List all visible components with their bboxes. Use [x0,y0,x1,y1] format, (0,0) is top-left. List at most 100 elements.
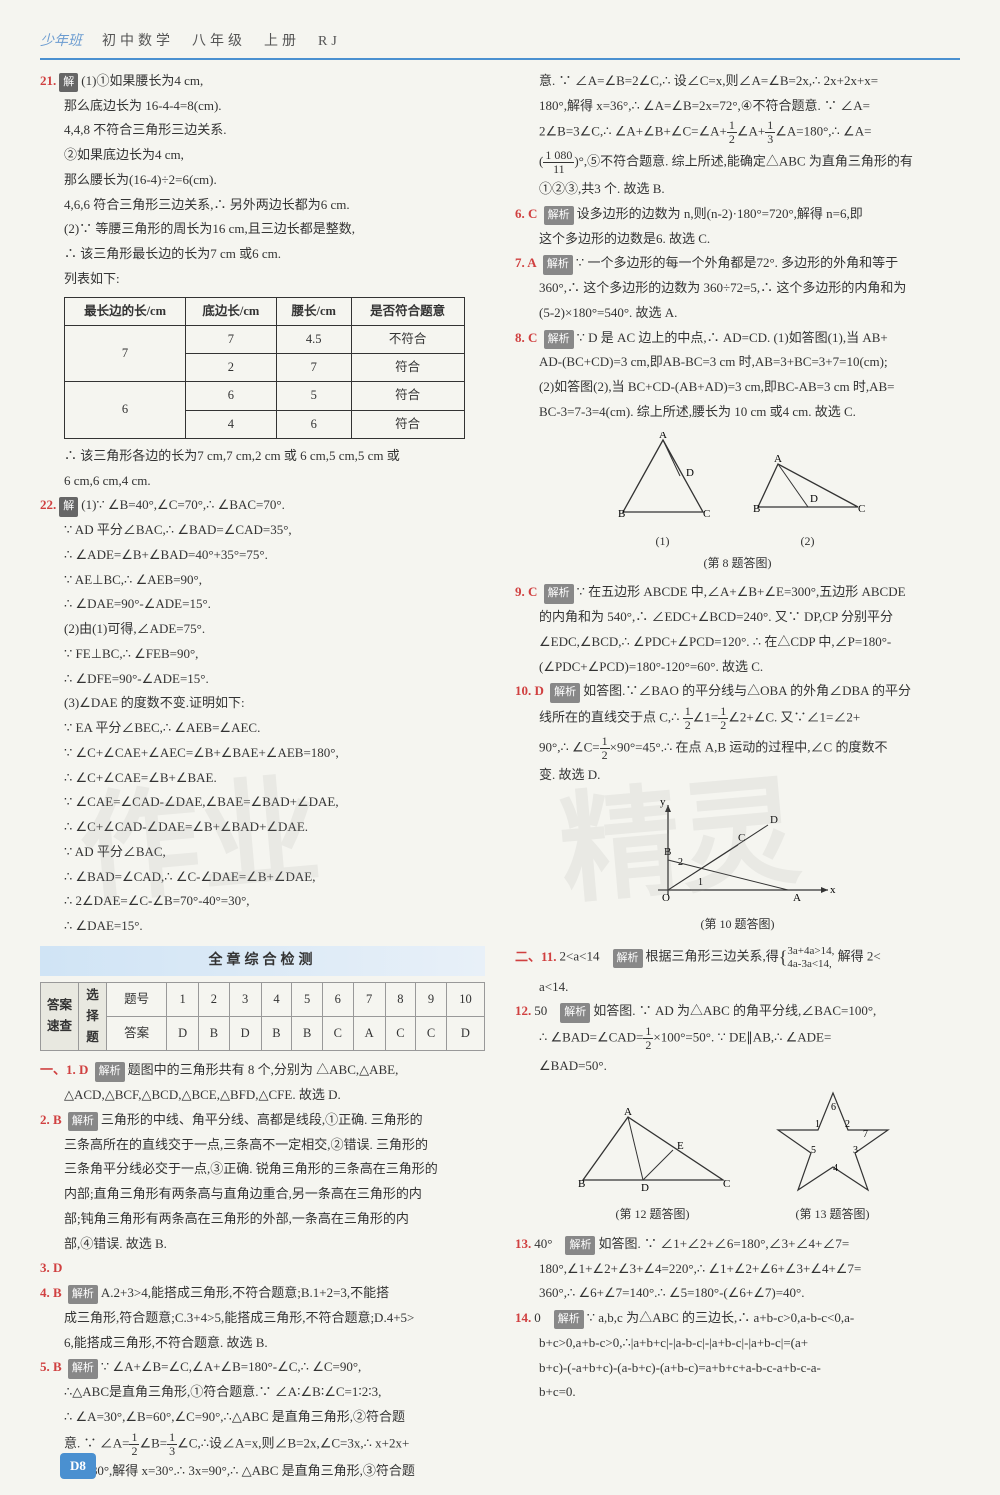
q21-line: 列表如下: [40,268,485,291]
text: ∴ ∠BAD=∠CAD= [539,1030,643,1045]
a7: (5-2)×180°=540°. 故选 A. [515,302,960,325]
a5-cont: (1 08011)°,⑤不符合题意. 综上所述,能确定△ABC 为直角三角形的有 [515,149,960,176]
a8: (2)如答图(2),当 BC+CD-(AB+AD)=3 cm,即BC-AB=3 … [515,376,960,399]
q21-line: 那么底边长为 16-4-4=8(cm). [40,95,485,118]
a9: 9. C 解析∵ 在五边形 ABCDE 中,∠A+∠B+∠E=300°,五边形 … [515,581,960,604]
svg-text:2: 2 [845,1119,850,1130]
a5: 意. ∵ ∠A=12∠B=13∠C,∴设∠A=x,则∠B=2x,∠C=3x,∴ … [40,1431,485,1458]
text: (1)∵ ∠B=40°,∠C=70°,∴ ∠BAC=70°. [81,497,285,512]
a4: 4. B 解析A.2+3>4,能搭成三角形,不符合题意;B.1+2=3,不能搭 [40,1282,485,1305]
a9: (∠PDC+∠PCD)=180°-120°=60°. 故选 C. [515,656,960,679]
svg-text:O: O [662,892,670,904]
a13: 360°,∴ ∠6+∠7=140°.∴ ∠5=180°-(∠6+∠7)=40°. [515,1282,960,1305]
q21-line: 21.解(1)①如果腰长为4 cm, [40,70,485,93]
header-title: 初中数学 八年级 上册 RJ [102,30,341,54]
qnum: 二、11. [515,949,557,964]
fraction: 12 [727,119,737,146]
tag-analysis: 解析 [543,255,573,274]
q22-line: ∵ FE⊥BC,∴ ∠FEB=90°, [40,643,485,666]
q22-line: ∴ ∠DAE=90°-∠ADE=15°. [40,593,485,616]
a3: 3. D [40,1257,485,1280]
tag-analysis: 解析 [550,683,580,702]
figure-q8: A B C D (1) A B C D [515,432,960,574]
svg-text:A: A [624,1106,632,1118]
qnum: 14. [515,1310,531,1325]
a10: 10. D 解析如答图.∵∠BAO 的平分线与△OBA 的外角∠DBA 的平分 [515,680,960,703]
th: 1 [167,982,199,1016]
section-banner: 全章综合检测 [40,946,485,976]
td: C [385,1016,416,1050]
a2: 2. B 解析三角形的中线、角平分线、高都是线段,①正确. 三角形的 [40,1109,485,1132]
caption: (2) [748,531,868,551]
q22-line: ∵ AD 平分∠BAC,∴ ∠BAD=∠CAD=35°, [40,519,485,542]
td: 符合 [351,382,464,410]
td: 4.5 [276,325,351,353]
svg-text:A: A [774,453,782,465]
a4: 6,能搭成三角形,不符合题意. 故选 B. [40,1332,485,1355]
text: ∵ 一个多边形的每一个外角都是72°. 多边形的外角和等于 [576,255,898,270]
tag-answer: 解 [59,73,78,92]
text: ∵ a,b,c 为△ABC 的三边长,∴ a+b-c>0,a-b-c<0,a- [587,1310,854,1325]
text: 根据三角形三边关系,得 [646,949,779,964]
a6: 这个多边形的边数是6. 故选 C. [515,228,960,251]
content: 21.解(1)①如果腰长为4 cm, 那么底边长为 16-4-4=8(cm). … [40,70,960,1485]
a5-cont: 180°,解得 x=36°,∴ ∠A=∠B=2x=72°,④不符合题意. ∵ ∠… [515,95,960,118]
answer: 0 [534,1310,541,1325]
a2: 三条高所在的直线交于一点,三条高不一定相交,②错误. 三角形的 [40,1134,485,1157]
a8: AD-(BC+CD)=3 cm,即AB-BC=3 cm 时,AB=3+BC=3+… [515,351,960,374]
q22-line: ∴ ∠C+∠CAE=∠B+∠BAE. [40,767,485,790]
q21-line: ②如果底边长为4 cm, [40,144,485,167]
td: B [292,1016,323,1050]
a8: BC-3=7-3=4(cm). 综上所述,腰长为 10 cm 或4 cm. 故选… [515,401,960,424]
td: 5 [276,382,351,410]
fraction: 12 [643,1025,653,1052]
q22-line: ∵ AE⊥BC,∴ ∠AEB=90°, [40,569,485,592]
qnum: 8. C [515,330,537,345]
tag-analysis: 解析 [95,1062,125,1081]
text: ∵ ∠A+∠B=∠C,∠A+∠B=180°-∠C,∴ ∠C=90°, [101,1359,361,1374]
svg-text:1: 1 [698,877,703,888]
svg-text:6: 6 [831,1102,836,1113]
svg-text:B: B [578,1178,585,1190]
th: 腰长/cm [276,297,351,325]
tag-analysis: 解析 [544,584,574,603]
text: ∠A=180°,∴ ∠A= [775,124,871,139]
a9: 的内角和为 540°,∴ ∠EDC+∠BCD=240°. 又∵ DP,CP 分别… [515,606,960,629]
system: 3a+4a>14,4a-3a<14, [787,945,834,971]
figure-caption: (第 10 题答图) [515,914,960,934]
answer: 50 [534,1003,547,1018]
a10: 线所在的直线交于点 C,∴ 12∠1=12∠2+∠C. 又∵∠1=∠2+ [515,705,960,732]
q22-line: ∴ 2∠DAE=∠C-∠B=70°-40°=30°, [40,890,485,913]
figure-q12-13: A B C D E (第 12 题答图) 1 2 3 4 [515,1085,960,1224]
td: 答案 [107,1016,167,1050]
svg-text:D: D [641,1182,649,1194]
a1: △ACD,△BCF,△BCD,△BCE,△BFD,△CFE. 故选 D. [40,1084,485,1107]
td: 7 [65,325,186,382]
q21-table: 最长边的长/cm 底边长/cm 腰长/cm 是否符合题意 7 7 4.5 不符合… [64,297,465,439]
a11: 二、11.2<a<14 解析根据三角形三边关系,得{3a+4a>14,4a-3a… [515,942,960,974]
th: 题号 [107,982,167,1016]
a12: ∠BAD=50°. [515,1055,960,1078]
th: 8 [385,982,416,1016]
qnum: 10. D [515,683,544,698]
th: 4 [261,982,292,1016]
q21-line: 6 cm,6 cm,4 cm. [40,470,485,493]
td: D [446,1016,484,1050]
q22-line: ∴ ∠DAE=15°. [40,915,485,938]
fraction: 1 08011 [543,149,574,176]
qnum: 9. C [515,584,537,599]
a13: 180°,∠1+∠2+∠3+∠4=220°,∴ ∠1+∠2+∠6+∠3+∠4+∠… [515,1258,960,1281]
qnum: 4. B [40,1285,62,1300]
tag-analysis: 解析 [565,1236,595,1255]
a14: b+c=0. [515,1381,960,1404]
svg-text:7: 7 [863,1129,868,1140]
svg-text:B: B [753,503,760,515]
svg-text:D: D [810,493,818,505]
page-header: 少年班 初中数学 八年级 上册 RJ [40,30,960,60]
text: ∵ D 是 AC 边上的中点,∴ AD=CD. (1)如答图(1),当 AB+ [577,330,888,345]
figure-q10: O A x y B C D 1 2 (第 10 题答图) [515,795,960,934]
a8: 8. C 解析∵ D 是 AC 边上的中点,∴ AD=CD. (1)如答图(1)… [515,327,960,350]
q22-line: (2)由(1)可得,∠ADE=75°. [40,618,485,641]
text: 题图中的三角形共有 8 个,分别为 △ABC,△ABE, [128,1062,399,1077]
td: 6 [186,382,277,410]
